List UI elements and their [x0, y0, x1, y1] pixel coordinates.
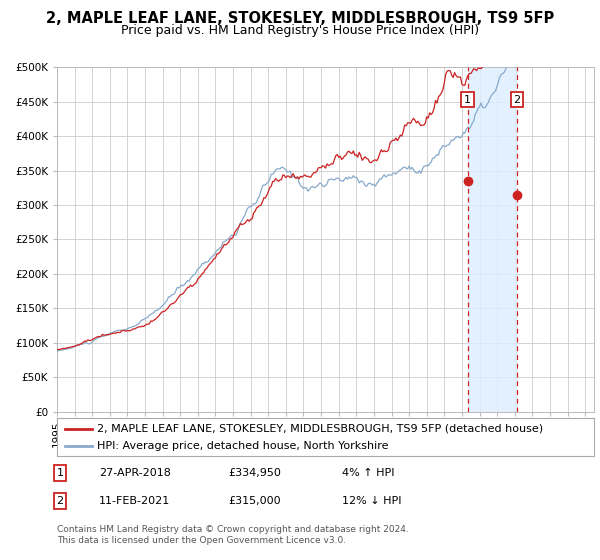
Text: £315,000: £315,000 — [228, 496, 281, 506]
Text: 1: 1 — [464, 95, 471, 105]
Text: 27-APR-2018: 27-APR-2018 — [99, 468, 171, 478]
Text: HPI: Average price, detached house, North Yorkshire: HPI: Average price, detached house, Nort… — [97, 441, 389, 451]
Text: 11-FEB-2021: 11-FEB-2021 — [99, 496, 170, 506]
Text: 2, MAPLE LEAF LANE, STOKESLEY, MIDDLESBROUGH, TS9 5FP: 2, MAPLE LEAF LANE, STOKESLEY, MIDDLESBR… — [46, 11, 554, 26]
Text: 12% ↓ HPI: 12% ↓ HPI — [342, 496, 401, 506]
Text: Contains HM Land Registry data © Crown copyright and database right 2024.
This d: Contains HM Land Registry data © Crown c… — [57, 525, 409, 545]
Text: 2: 2 — [514, 95, 520, 105]
Text: 2: 2 — [56, 496, 64, 506]
Text: Price paid vs. HM Land Registry's House Price Index (HPI): Price paid vs. HM Land Registry's House … — [121, 24, 479, 36]
Text: £334,950: £334,950 — [228, 468, 281, 478]
Text: 4% ↑ HPI: 4% ↑ HPI — [342, 468, 395, 478]
Text: 2, MAPLE LEAF LANE, STOKESLEY, MIDDLESBROUGH, TS9 5FP (detached house): 2, MAPLE LEAF LANE, STOKESLEY, MIDDLESBR… — [97, 423, 544, 433]
Bar — [467, 67, 517, 412]
Text: 1: 1 — [56, 468, 64, 478]
